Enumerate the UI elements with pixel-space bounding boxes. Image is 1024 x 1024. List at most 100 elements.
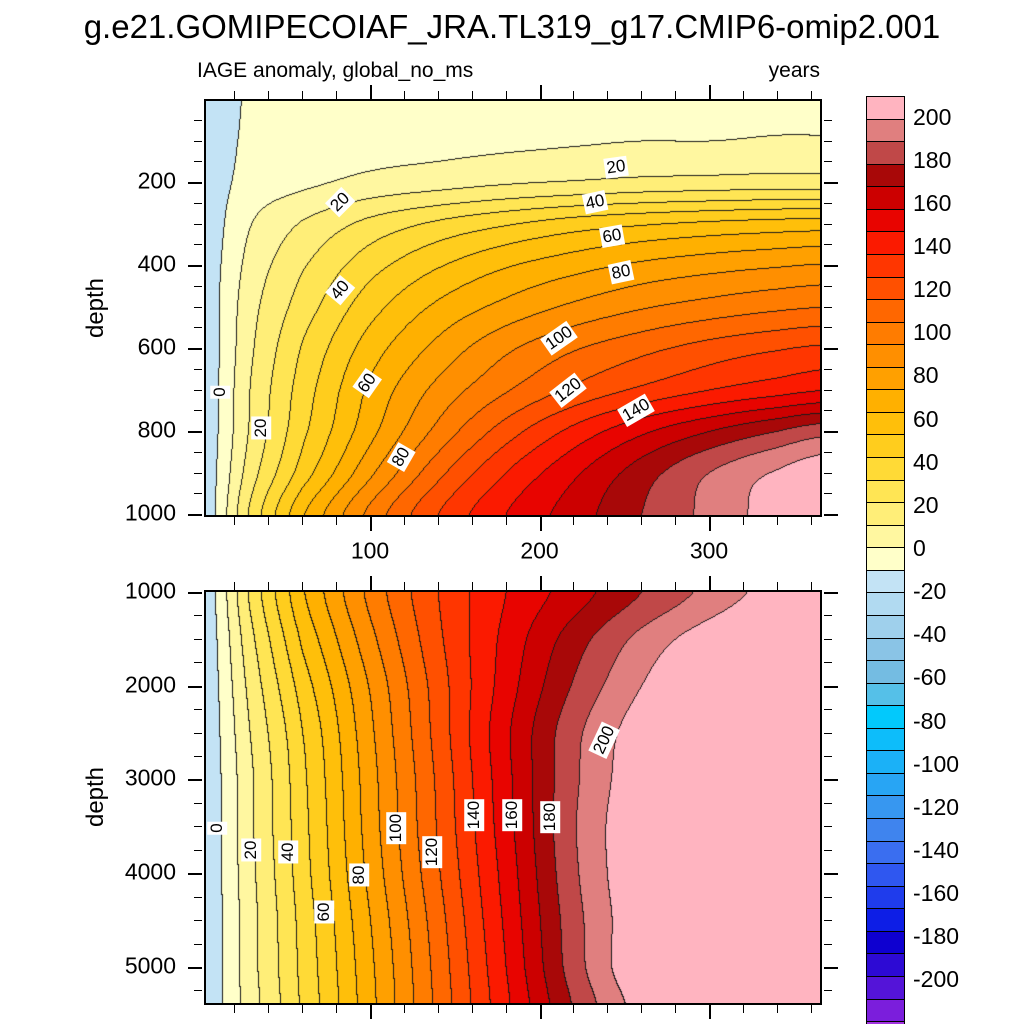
axis-tick <box>302 582 303 590</box>
colorbar-box <box>867 885 904 909</box>
colorbar-tick-label: -180 <box>913 923 960 950</box>
colorbar-tick-label: 200 <box>913 103 952 130</box>
axis-tick <box>234 1005 235 1013</box>
axis-tick <box>194 944 202 945</box>
colorbar-box <box>867 276 904 300</box>
axis-tick <box>194 756 202 757</box>
axis-tick <box>404 517 405 525</box>
colorbar-box <box>867 344 904 367</box>
axis-tick <box>438 1005 439 1013</box>
x-tick-label: 300 <box>689 537 729 564</box>
axis-tick <box>234 91 235 99</box>
axis-tick <box>824 493 832 494</box>
axis-tick <box>824 514 838 516</box>
axis-tick <box>824 307 832 308</box>
axis-tick <box>438 91 439 99</box>
y-tick-label: 400 <box>137 250 176 277</box>
contour-line-label: 20 <box>241 838 261 862</box>
axis-tick <box>824 244 832 245</box>
colorbar-box <box>867 660 904 683</box>
colorbar-box <box>867 457 904 480</box>
colorbar-box <box>867 97 904 119</box>
axis-tick <box>824 410 832 411</box>
colorbar-box <box>867 547 904 570</box>
axis-tick <box>268 91 269 99</box>
axis-tick <box>824 639 832 640</box>
colorbar-box <box>867 389 904 412</box>
colorbar-tick-label: -120 <box>913 793 960 820</box>
contour-line-label: 20 <box>251 416 271 440</box>
colorbar-box <box>867 863 904 886</box>
contour-line-label: 80 <box>349 863 369 887</box>
axis-tick <box>194 826 202 827</box>
colorbar-box <box>867 750 904 773</box>
colorbar-tick-label: 160 <box>913 189 952 216</box>
axis-tick <box>743 517 744 525</box>
colorbar-tick-label: 100 <box>913 319 952 346</box>
axis-tick <box>194 990 202 991</box>
contour-line-label: 160 <box>502 798 522 832</box>
colorbar-box <box>867 569 904 593</box>
axis-tick <box>641 517 642 525</box>
axis-tick <box>188 265 202 267</box>
colorbar-box <box>867 366 904 390</box>
colorbar-tick-label: 120 <box>913 276 952 303</box>
axis-tick <box>188 779 202 781</box>
colorbar-box <box>867 818 904 841</box>
axis-tick <box>777 582 778 590</box>
colorbar-box <box>867 141 904 164</box>
axis-tick <box>641 582 642 590</box>
axis-tick <box>824 756 832 757</box>
axis-tick <box>824 990 832 991</box>
axis-tick <box>194 161 202 162</box>
axis-tick <box>194 390 202 391</box>
axis-tick <box>438 517 439 525</box>
y-tick-label: 800 <box>137 416 176 443</box>
axis-tick <box>824 161 832 162</box>
axis-tick <box>824 431 838 433</box>
axis-tick <box>506 91 507 99</box>
axis-tick <box>573 1005 574 1013</box>
axis-tick <box>188 592 202 594</box>
axis-tick <box>824 182 838 184</box>
axis-tick <box>302 1005 303 1013</box>
deep-ocean-contour-panel <box>204 590 822 1005</box>
colorbar-box <box>867 930 904 954</box>
axis-tick <box>824 615 832 616</box>
axis-tick <box>811 1005 812 1013</box>
y-tick-label: 1000 <box>124 577 176 604</box>
y-tick-label: 200 <box>137 167 176 194</box>
axis-tick <box>370 1005 372 1019</box>
colorbar-tick-label: -200 <box>913 966 960 993</box>
axis-tick <box>824 348 838 350</box>
axis-tick <box>268 582 269 590</box>
axis-tick <box>675 91 676 99</box>
axis-tick <box>824 873 838 875</box>
axis-tick <box>824 141 832 142</box>
axis-tick <box>506 517 507 525</box>
axis-tick <box>194 733 202 734</box>
axis-tick <box>336 517 337 525</box>
axis-tick <box>194 327 202 328</box>
axis-tick <box>743 1005 744 1013</box>
axis-tick <box>336 582 337 590</box>
colorbar-tick-label: -80 <box>913 707 947 734</box>
axis-tick <box>777 1005 778 1013</box>
colorbar-tick-label: -20 <box>913 578 947 605</box>
axis-tick <box>302 517 303 525</box>
y-tick-label: 600 <box>137 333 176 360</box>
axis-tick <box>404 582 405 590</box>
colorbar-box <box>867 479 904 503</box>
colorbar-tick-label: 20 <box>913 491 939 518</box>
axis-tick <box>302 91 303 99</box>
axis-tick <box>573 582 574 590</box>
axis-tick <box>824 224 832 225</box>
axis-tick <box>824 686 838 688</box>
colorbar-tick-label: -140 <box>913 836 960 863</box>
axis-tick <box>234 517 235 525</box>
axis-tick <box>370 85 372 99</box>
axis-tick <box>607 517 608 525</box>
colorbar-box <box>867 682 904 706</box>
axis-tick <box>675 1005 676 1013</box>
